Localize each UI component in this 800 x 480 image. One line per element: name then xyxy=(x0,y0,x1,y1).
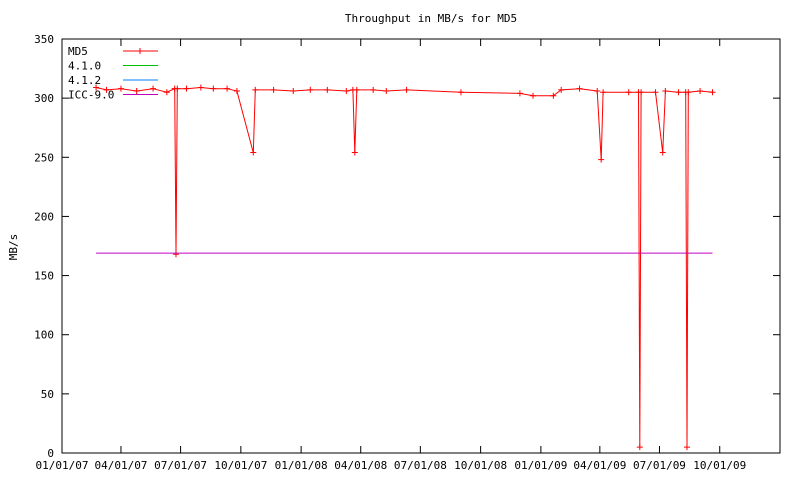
data-point xyxy=(117,85,124,92)
data-point xyxy=(659,149,666,156)
x-tick-label: 04/01/09 xyxy=(573,459,626,472)
data-point xyxy=(550,92,557,99)
data-point xyxy=(383,88,390,95)
data-point xyxy=(697,88,704,95)
data-point xyxy=(343,88,350,95)
legend-label-2: 4.1.2 xyxy=(68,74,101,87)
y-tick-label: 150 xyxy=(34,270,54,283)
y-tick-label: 200 xyxy=(34,210,54,223)
legend-marker-0 xyxy=(137,48,143,54)
legend-label-0: MD5 xyxy=(68,45,88,58)
data-point xyxy=(709,89,716,96)
series-line-0 xyxy=(95,86,713,448)
legend: MD5 4.1.04.1.2 ICC-9.0 xyxy=(68,45,158,102)
data-point xyxy=(93,84,100,91)
data-point xyxy=(598,156,605,163)
x-tick-label: 04/01/07 xyxy=(94,459,147,472)
data-point xyxy=(197,84,204,91)
chart-title: Throughput in MB/s for MD5 xyxy=(345,12,517,25)
x-tick-label: 10/01/07 xyxy=(214,459,267,472)
x-tick-label: 04/01/08 xyxy=(334,459,387,472)
data-point xyxy=(133,88,140,95)
data-point xyxy=(307,86,314,93)
data-point xyxy=(675,89,682,96)
data-point xyxy=(324,86,331,93)
data-point xyxy=(174,85,181,92)
x-tick-label: 01/01/08 xyxy=(275,459,328,472)
data-point xyxy=(163,89,170,96)
data-point xyxy=(594,88,601,95)
series-layer xyxy=(93,84,716,451)
x-tick-label: 01/01/07 xyxy=(36,459,89,472)
y-tick-label: 350 xyxy=(34,33,54,46)
data-point xyxy=(576,85,583,92)
data-point xyxy=(457,89,464,96)
data-point xyxy=(683,444,690,451)
data-point xyxy=(652,89,659,96)
data-point xyxy=(224,85,231,92)
data-point xyxy=(403,86,410,93)
data-point xyxy=(625,89,632,96)
data-point xyxy=(662,88,669,95)
data-point xyxy=(250,149,257,156)
data-point xyxy=(270,86,277,93)
y-tick-label: 50 xyxy=(41,388,54,401)
data-point xyxy=(351,149,358,156)
x-tick-label: 07/01/07 xyxy=(154,459,207,472)
data-point xyxy=(183,85,190,92)
data-point xyxy=(636,444,643,451)
axes: 0 50 100 150 200 250 300 350 01/01/07 04/01/07 07/… xyxy=(34,33,781,472)
legend-label-1: 4.1.0 xyxy=(68,60,101,73)
data-point xyxy=(210,85,217,92)
data-point xyxy=(530,92,537,99)
data-point xyxy=(252,86,259,93)
x-tick-label: 10/01/09 xyxy=(693,459,746,472)
y-tick-label: 0 xyxy=(47,447,54,460)
data-point xyxy=(600,89,607,96)
data-point xyxy=(233,88,240,95)
x-tick-label: 10/01/08 xyxy=(454,459,507,472)
data-point xyxy=(290,88,297,95)
legend-label-3: ICC-9.0 xyxy=(68,89,114,102)
plot-border xyxy=(61,38,781,454)
x-tick-label: 07/01/08 xyxy=(394,459,447,472)
data-point xyxy=(103,86,110,93)
data-point xyxy=(150,85,157,92)
data-point xyxy=(370,86,377,93)
x-tick-label: 07/01/09 xyxy=(633,459,686,472)
data-point xyxy=(558,86,565,93)
y-axis-label: MB/s xyxy=(7,234,20,261)
data-point xyxy=(638,89,645,96)
data-point xyxy=(516,90,523,97)
data-point xyxy=(172,251,179,258)
y-tick-label: 250 xyxy=(34,151,54,164)
data-point xyxy=(685,89,692,96)
x-tick-label: 01/01/09 xyxy=(514,459,567,472)
data-point xyxy=(353,86,360,93)
y-tick-label: 300 xyxy=(34,92,54,105)
y-tick-label: 100 xyxy=(34,329,54,342)
